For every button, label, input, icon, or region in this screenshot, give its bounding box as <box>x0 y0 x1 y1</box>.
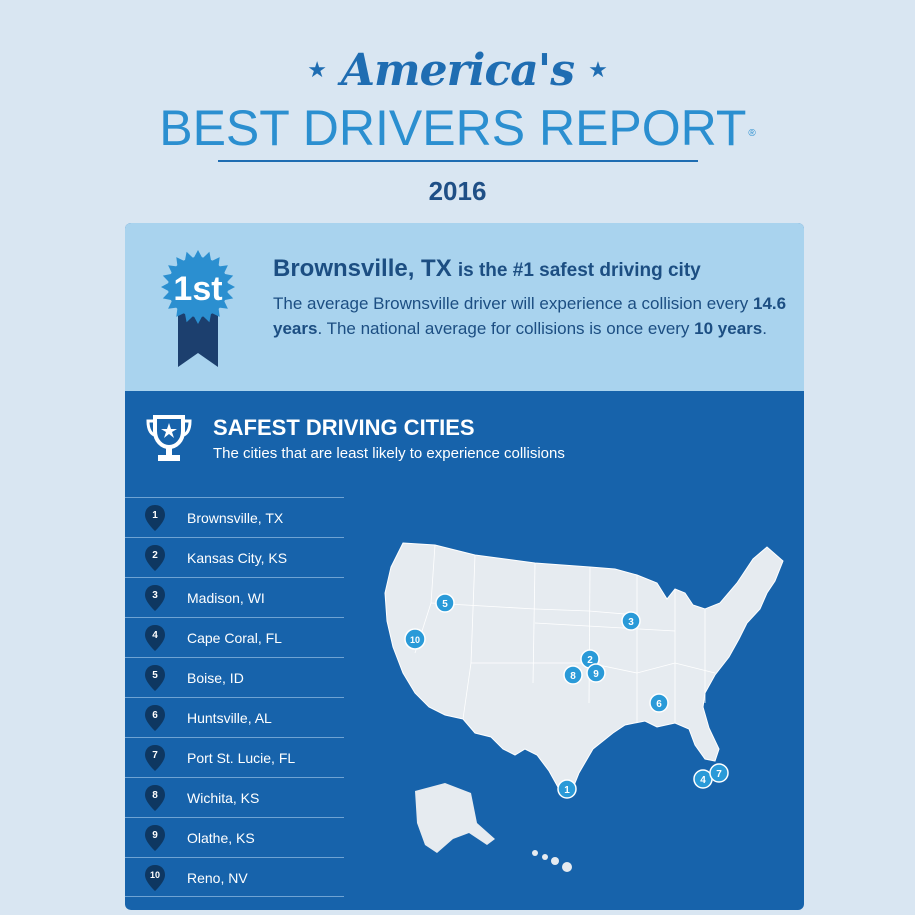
section-subtitle: The cities that are least likely to expe… <box>213 445 565 462</box>
map-marker-5[interactable]: 5 <box>435 593 455 613</box>
us-mainland-shape <box>384 542 784 794</box>
badge-text: 1st <box>173 270 222 308</box>
registered-mark: ® <box>748 128 756 139</box>
list-item: 7 Port St. Lucie, FL <box>125 737 344 777</box>
list-item: 3 Madison, WI <box>125 577 344 617</box>
pin-rank: 8 <box>152 790 158 801</box>
marker-label: 5 <box>442 599 448 610</box>
state-borders <box>414 544 716 723</box>
map-marker-8[interactable]: 8 <box>563 665 583 685</box>
section-title: SAFEST DRIVING CITIES <box>213 415 475 440</box>
report-card: 1st Brownsville, TX is the #1 safest dri… <box>125 223 804 910</box>
city-name: Olathe, KS <box>187 830 255 846</box>
top-city: Brownsville, TX <box>273 255 452 282</box>
marker-label: 8 <box>570 671 576 682</box>
script-title: America's <box>340 44 575 96</box>
report-year: 2016 <box>428 176 487 206</box>
pin-rank: 9 <box>152 830 158 841</box>
map-pin-icon: 4 <box>145 625 165 651</box>
map-pin-icon: 6 <box>145 705 165 731</box>
headline-rest: is the #1 safest driving city <box>457 260 701 281</box>
list-item: 4 Cape Coral, FL <box>125 617 344 657</box>
list-item: 10 Reno, NV <box>125 857 344 897</box>
map-pin-icon: 2 <box>145 545 165 571</box>
map-pin-icon: 1 <box>145 505 165 531</box>
report-title: BEST DRIVERS REPORT ® <box>159 100 756 156</box>
city-name: Cape Coral, FL <box>187 630 282 646</box>
list-item: 8 Wichita, KS <box>125 777 344 817</box>
city-name: Port St. Lucie, FL <box>187 750 296 766</box>
list-item: 9 Olathe, KS <box>125 817 344 857</box>
map-pin-icon: 10 <box>145 865 165 891</box>
city-name: Madison, WI <box>187 590 265 606</box>
marker-label: 2 <box>587 655 593 666</box>
ribbon-badge-icon: 1st <box>161 250 235 367</box>
list-item: 1 Brownsville, TX <box>125 497 344 537</box>
trophy-icon <box>146 415 192 461</box>
section-header: SAFEST DRIVING CITIES The cities that ar… <box>145 413 765 473</box>
pin-rank: 5 <box>152 670 158 681</box>
pin-rank: 1 <box>152 510 158 521</box>
map-marker-6[interactable]: 6 <box>649 693 669 713</box>
map-pin-icon: 9 <box>145 825 165 851</box>
city-name: Boise, ID <box>187 670 244 686</box>
title-rule <box>217 160 698 162</box>
marker-label: 7 <box>716 769 722 780</box>
city-name: Brownsville, TX <box>187 510 284 526</box>
pin-rank: 10 <box>150 870 160 880</box>
pin-rank: 6 <box>152 710 158 721</box>
map-pin-icon: 5 <box>145 665 165 691</box>
map-marker-7[interactable]: 7 <box>709 763 729 783</box>
star-icon: ★ <box>588 57 608 82</box>
highlight-description: The average Brownsville driver will expe… <box>273 291 793 341</box>
map-marker-10[interactable]: 10 <box>404 628 426 650</box>
pin-rank: 2 <box>152 550 158 561</box>
highlight-headline: Brownsville, TX is the #1 safest driving… <box>273 255 793 285</box>
marker-label: 1 <box>564 785 570 796</box>
us-map: 5 10 3 2 8 9 6 4 7 1 <box>384 542 784 872</box>
national-value: 10 years <box>694 319 763 338</box>
map-marker-9[interactable]: 9 <box>586 663 606 683</box>
pin-rank: 7 <box>152 750 158 761</box>
map-markers: 5 10 3 2 8 9 6 4 7 1 <box>404 593 729 799</box>
badge-edge <box>161 250 235 324</box>
marker-label: 6 <box>656 699 662 710</box>
marker-label: 9 <box>593 669 599 680</box>
marker-label: 4 <box>700 775 706 786</box>
map-marker-3[interactable]: 3 <box>621 611 641 631</box>
map-marker-1[interactable]: 1 <box>557 779 577 799</box>
hawaii-shape <box>532 850 572 872</box>
desc-part-3: . <box>762 319 767 338</box>
report-header: ★ America's ★ BEST DRIVERS REPORT ® 2016 <box>0 40 915 207</box>
report-title-text: BEST DRIVERS REPORT <box>159 100 747 156</box>
city-name: Wichita, KS <box>187 790 260 806</box>
script-title-row: ★ America's ★ <box>0 40 915 100</box>
alaska-shape <box>415 783 495 853</box>
list-item: 6 Huntsville, AL <box>125 697 344 737</box>
desc-part-1: The average Brownsville driver will expe… <box>273 294 753 313</box>
years-value: 14.6 years <box>273 294 787 338</box>
list-item: 2 Kansas City, KS <box>125 537 344 577</box>
marker-label: 10 <box>410 635 420 645</box>
city-list: 1 Brownsville, TX 2 Kansas City, KS 3 Ma… <box>125 497 344 897</box>
city-name: Reno, NV <box>187 870 248 886</box>
desc-part-2: . The national average for collisions is… <box>317 319 695 338</box>
map-pin-icon: 3 <box>145 585 165 611</box>
map-pin-icon: 7 <box>145 745 165 771</box>
pin-rank: 3 <box>152 590 158 601</box>
pin-rank: 4 <box>152 630 158 641</box>
marker-label: 3 <box>628 617 634 628</box>
highlight-text: Brownsville, TX is the #1 safest driving… <box>273 255 793 341</box>
city-name: Huntsville, AL <box>187 710 272 726</box>
highlight-panel: 1st Brownsville, TX is the #1 safest dri… <box>125 223 804 391</box>
star-icon: ★ <box>307 57 327 82</box>
list-item: 5 Boise, ID <box>125 657 344 697</box>
map-pin-icon: 8 <box>145 785 165 811</box>
city-name: Kansas City, KS <box>187 550 288 566</box>
